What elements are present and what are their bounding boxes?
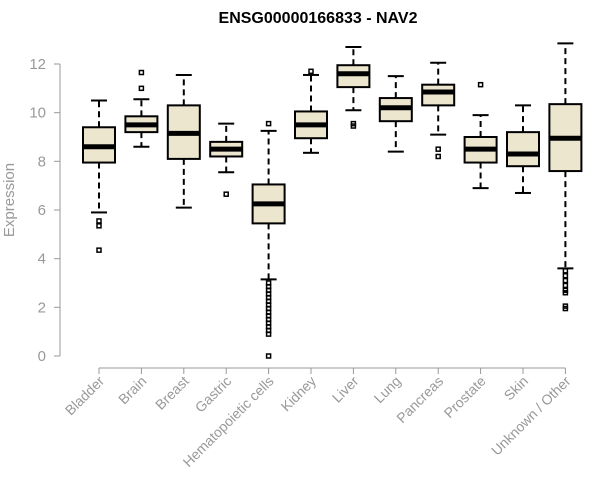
box-group <box>378 75 413 153</box>
outlier-point <box>435 153 441 160</box>
y-tick-label: 2 <box>38 299 46 316</box>
box-group <box>506 104 540 194</box>
iqr-box <box>506 131 540 168</box>
y-tick-label: 8 <box>38 153 46 170</box>
outlier-point <box>223 191 229 197</box>
box-group <box>166 73 201 209</box>
outlier-point <box>562 282 569 289</box>
outlier-point <box>265 353 272 359</box>
x-tick-label: Unknown / Other <box>488 373 574 459</box>
box-group <box>209 122 244 197</box>
box-group <box>294 68 328 154</box>
y-tick-label: 10 <box>29 105 46 122</box>
outlier-point <box>435 146 441 152</box>
y-tick-label: 12 <box>29 56 46 73</box>
outlier-point <box>562 305 569 312</box>
chart-title: ENSG00000166833 - NAV2 <box>219 10 418 27</box>
x-tick-label: Skin <box>501 373 532 404</box>
outlier-point <box>265 331 272 337</box>
outlier-point <box>562 277 569 284</box>
outlier-point <box>477 81 484 88</box>
x-tick-label: Bladder <box>62 373 108 419</box>
outlier-point <box>562 272 569 279</box>
outlier-point <box>96 247 102 253</box>
y-tick-label: 4 <box>38 251 46 268</box>
axes: 0 2 4 6 8 10 12 <box>29 56 566 374</box>
box-group <box>124 69 159 148</box>
outlier-point <box>308 68 314 75</box>
box-group <box>251 120 286 359</box>
outlier-point <box>138 69 145 76</box>
y-axis-label: Expression <box>1 163 18 237</box>
box-group <box>421 61 456 160</box>
outlier-point <box>96 223 102 229</box>
boxes <box>82 42 583 359</box>
outlier-point <box>265 120 272 127</box>
x-tick-label: Lung <box>371 373 404 406</box>
outlier-point <box>562 268 569 274</box>
box-group <box>548 42 583 312</box>
x-tick-label: Pancreas <box>393 373 446 426</box>
outlier-point <box>96 218 102 224</box>
box-group <box>82 99 116 253</box>
x-tick-label: Brain <box>115 373 149 407</box>
outlier-point <box>562 289 569 296</box>
y-tick-label: 0 <box>38 348 46 365</box>
outlier-point <box>138 85 145 92</box>
box-group <box>336 45 371 129</box>
x-tick-label: Prostate <box>441 373 489 421</box>
x-tick-label: Liver <box>329 373 362 406</box>
x-tick-label: Breast <box>152 373 192 413</box>
iqr-box <box>421 83 456 107</box>
outlier-point <box>350 123 357 129</box>
x-tick-label: Kidney <box>278 373 320 415</box>
box-group <box>463 81 498 190</box>
y-tick-label: 6 <box>38 202 46 219</box>
